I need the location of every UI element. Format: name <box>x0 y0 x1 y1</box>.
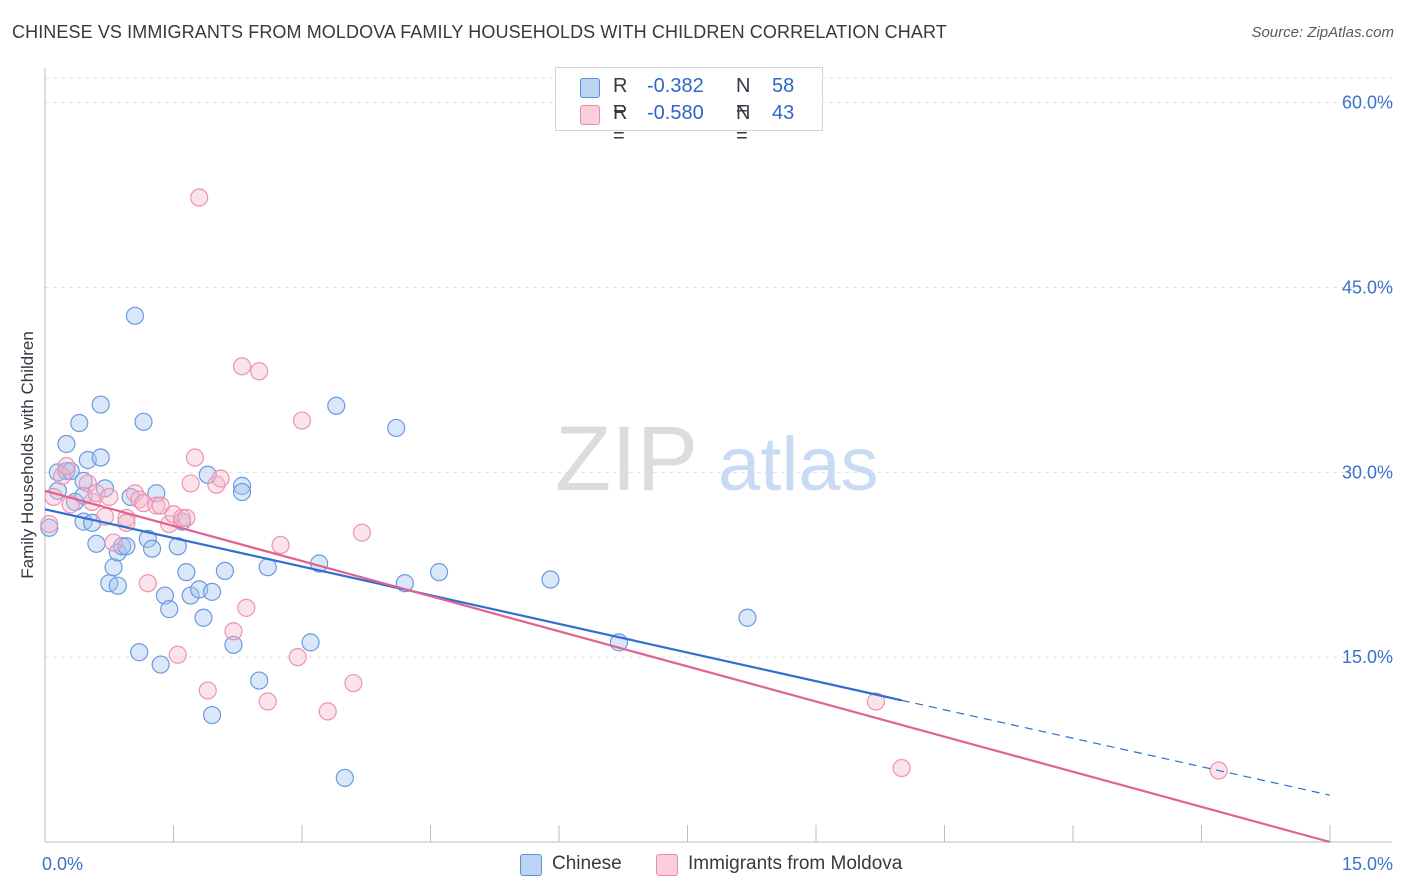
point-moldova <box>177 508 196 528</box>
point-chinese <box>108 576 127 595</box>
watermark-atlas: atlas <box>718 422 879 507</box>
x-tick-label: 15.0% <box>1342 854 1393 874</box>
y-tick-label: 30.0% <box>1342 462 1393 482</box>
point-chinese <box>232 482 252 502</box>
point-moldova <box>40 514 59 534</box>
point-chinese <box>142 539 162 558</box>
point-moldova <box>892 758 911 778</box>
point-moldova <box>53 466 72 486</box>
axes <box>44 68 1392 843</box>
watermark-zip: ZIP <box>555 408 698 510</box>
point-chinese <box>160 600 179 619</box>
bottom-legend-swatch-moldova <box>656 854 678 876</box>
x-tick-label: 0.0% <box>42 854 83 874</box>
y-tick-label: 45.0% <box>1342 277 1393 297</box>
point-moldova <box>57 457 76 476</box>
point-chinese <box>202 705 222 725</box>
bottom-legend-label-moldova: Immigrants from Moldova <box>688 853 903 874</box>
point-chinese <box>130 643 149 662</box>
point-moldova <box>866 692 886 711</box>
point-moldova <box>168 645 187 664</box>
point-moldova <box>344 673 363 693</box>
tick-labels: 60.0% 45.0% 30.0% 15.0% 0.0% 15.0% <box>42 93 1393 874</box>
point-moldova <box>250 362 269 381</box>
point-chinese <box>194 608 213 627</box>
point-moldova <box>288 648 307 667</box>
point-moldova <box>181 474 200 493</box>
point-moldova <box>237 598 256 617</box>
point-chinese <box>155 586 175 605</box>
point-chinese <box>301 633 320 652</box>
legend-r-label: R = <box>613 75 628 120</box>
trendline-chinese <box>44 508 902 702</box>
point-moldova <box>100 487 119 507</box>
point-chinese <box>70 413 89 433</box>
point-moldova <box>147 496 166 515</box>
point-chinese <box>541 570 560 589</box>
legend-swatch-chinese <box>580 78 600 98</box>
legend-n-label: N = <box>736 75 751 120</box>
point-chinese <box>95 479 115 498</box>
legend-n-value: 43 <box>772 102 795 124</box>
bottom-legend-label-chinese: Chinese <box>552 853 622 874</box>
data-points <box>40 188 1228 788</box>
point-chinese <box>151 655 170 674</box>
point-moldova <box>211 469 230 488</box>
point-moldova <box>198 681 217 700</box>
legend-r-value: -0.580 <box>647 102 704 124</box>
source-credit: Source: ZipAtlas.com <box>1251 24 1394 41</box>
point-moldova <box>190 188 209 207</box>
point-chinese <box>91 395 110 414</box>
y-tick-label: 15.0% <box>1342 647 1393 667</box>
point-chinese <box>387 418 406 438</box>
point-chinese <box>250 671 269 690</box>
point-moldova <box>352 523 372 542</box>
y-tick-label: 60.0% <box>1342 93 1393 113</box>
legend-n-label: N = <box>736 102 751 147</box>
trendline-moldova <box>44 489 1331 844</box>
point-chinese <box>215 561 234 581</box>
point-moldova <box>271 535 290 555</box>
point-moldova <box>232 357 252 376</box>
point-chinese <box>125 306 145 325</box>
point-chinese <box>87 534 106 553</box>
point-chinese <box>224 635 243 654</box>
point-chinese <box>138 529 157 548</box>
bottom-legend-swatch-chinese <box>520 854 542 876</box>
point-chinese <box>202 582 222 601</box>
point-chinese <box>429 563 449 582</box>
point-moldova <box>104 533 123 552</box>
point-chinese <box>177 563 196 582</box>
point-chinese <box>134 412 153 431</box>
point-moldova <box>318 702 337 721</box>
point-moldova <box>151 496 170 515</box>
legend-r-label: R = <box>613 102 628 147</box>
point-chinese <box>327 396 346 415</box>
point-moldova <box>258 692 277 711</box>
point-chinese <box>335 768 354 788</box>
correlation-legend: R = -0.382 N = 58 R = -0.580 N = 43 <box>555 67 823 147</box>
point-moldova <box>185 448 205 467</box>
point-chinese <box>232 476 252 495</box>
point-chinese <box>104 558 123 577</box>
point-moldova <box>172 508 192 528</box>
chart-title: CHINESE VS IMMIGRANTS FROM MOLDOVA FAMIL… <box>12 22 947 42</box>
legend-swatch-moldova <box>580 105 600 125</box>
point-moldova <box>224 622 243 641</box>
trend-lines <box>44 489 1331 844</box>
point-chinese <box>168 537 187 556</box>
point-chinese <box>57 434 76 454</box>
point-chinese <box>91 448 110 467</box>
legend-r-value: -0.382 <box>647 75 704 97</box>
point-chinese <box>738 608 757 627</box>
watermark: ZIP atlas <box>555 408 879 510</box>
point-moldova <box>138 574 157 593</box>
legend-n-value: 58 <box>772 75 795 97</box>
point-moldova <box>292 411 312 430</box>
trendline-chinese-extension <box>901 699 1331 796</box>
